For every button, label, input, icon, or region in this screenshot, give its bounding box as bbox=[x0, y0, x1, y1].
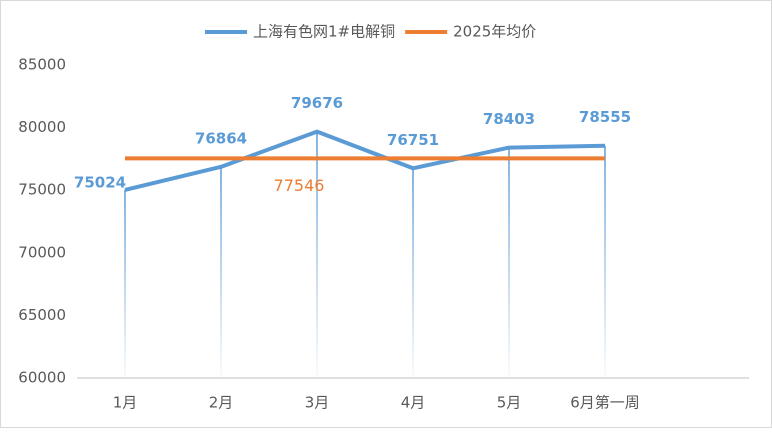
drop-line bbox=[124, 189, 126, 378]
y-tick-label: 75000 bbox=[18, 181, 66, 199]
data-label: 78403 bbox=[483, 110, 535, 128]
drop-line bbox=[316, 131, 318, 378]
data-label: 76751 bbox=[387, 131, 439, 149]
data-label: 79676 bbox=[291, 94, 343, 112]
drop-line bbox=[604, 145, 606, 378]
legend-label: 上海有色网1#电解铜 bbox=[253, 23, 395, 41]
x-tick-label: 1月 bbox=[113, 394, 138, 412]
data-label: 75024 bbox=[74, 173, 126, 191]
series-line bbox=[124, 129, 606, 192]
drop-line bbox=[412, 168, 414, 378]
x-tick-label: 2月 bbox=[209, 394, 234, 412]
y-tick-label: 65000 bbox=[18, 306, 66, 324]
y-tick-label: 80000 bbox=[18, 118, 66, 136]
data-label: 78555 bbox=[579, 108, 631, 126]
data-label: 77546 bbox=[274, 176, 325, 195]
chart-border bbox=[0, 0, 772, 428]
drop-line bbox=[508, 147, 510, 378]
x-tick-label: 4月 bbox=[401, 394, 426, 412]
x-tick-label: 3月 bbox=[305, 394, 330, 412]
y-tick-label: 60000 bbox=[18, 369, 66, 387]
x-tick-label: 5月 bbox=[497, 394, 522, 412]
data-label: 76864 bbox=[195, 129, 247, 147]
y-tick-label: 85000 bbox=[18, 56, 66, 74]
legend-label: 2025年均价 bbox=[453, 23, 536, 41]
y-tick-label: 70000 bbox=[18, 243, 66, 261]
drop-line bbox=[220, 166, 222, 378]
x-tick-label: 6月第一周 bbox=[570, 394, 640, 412]
